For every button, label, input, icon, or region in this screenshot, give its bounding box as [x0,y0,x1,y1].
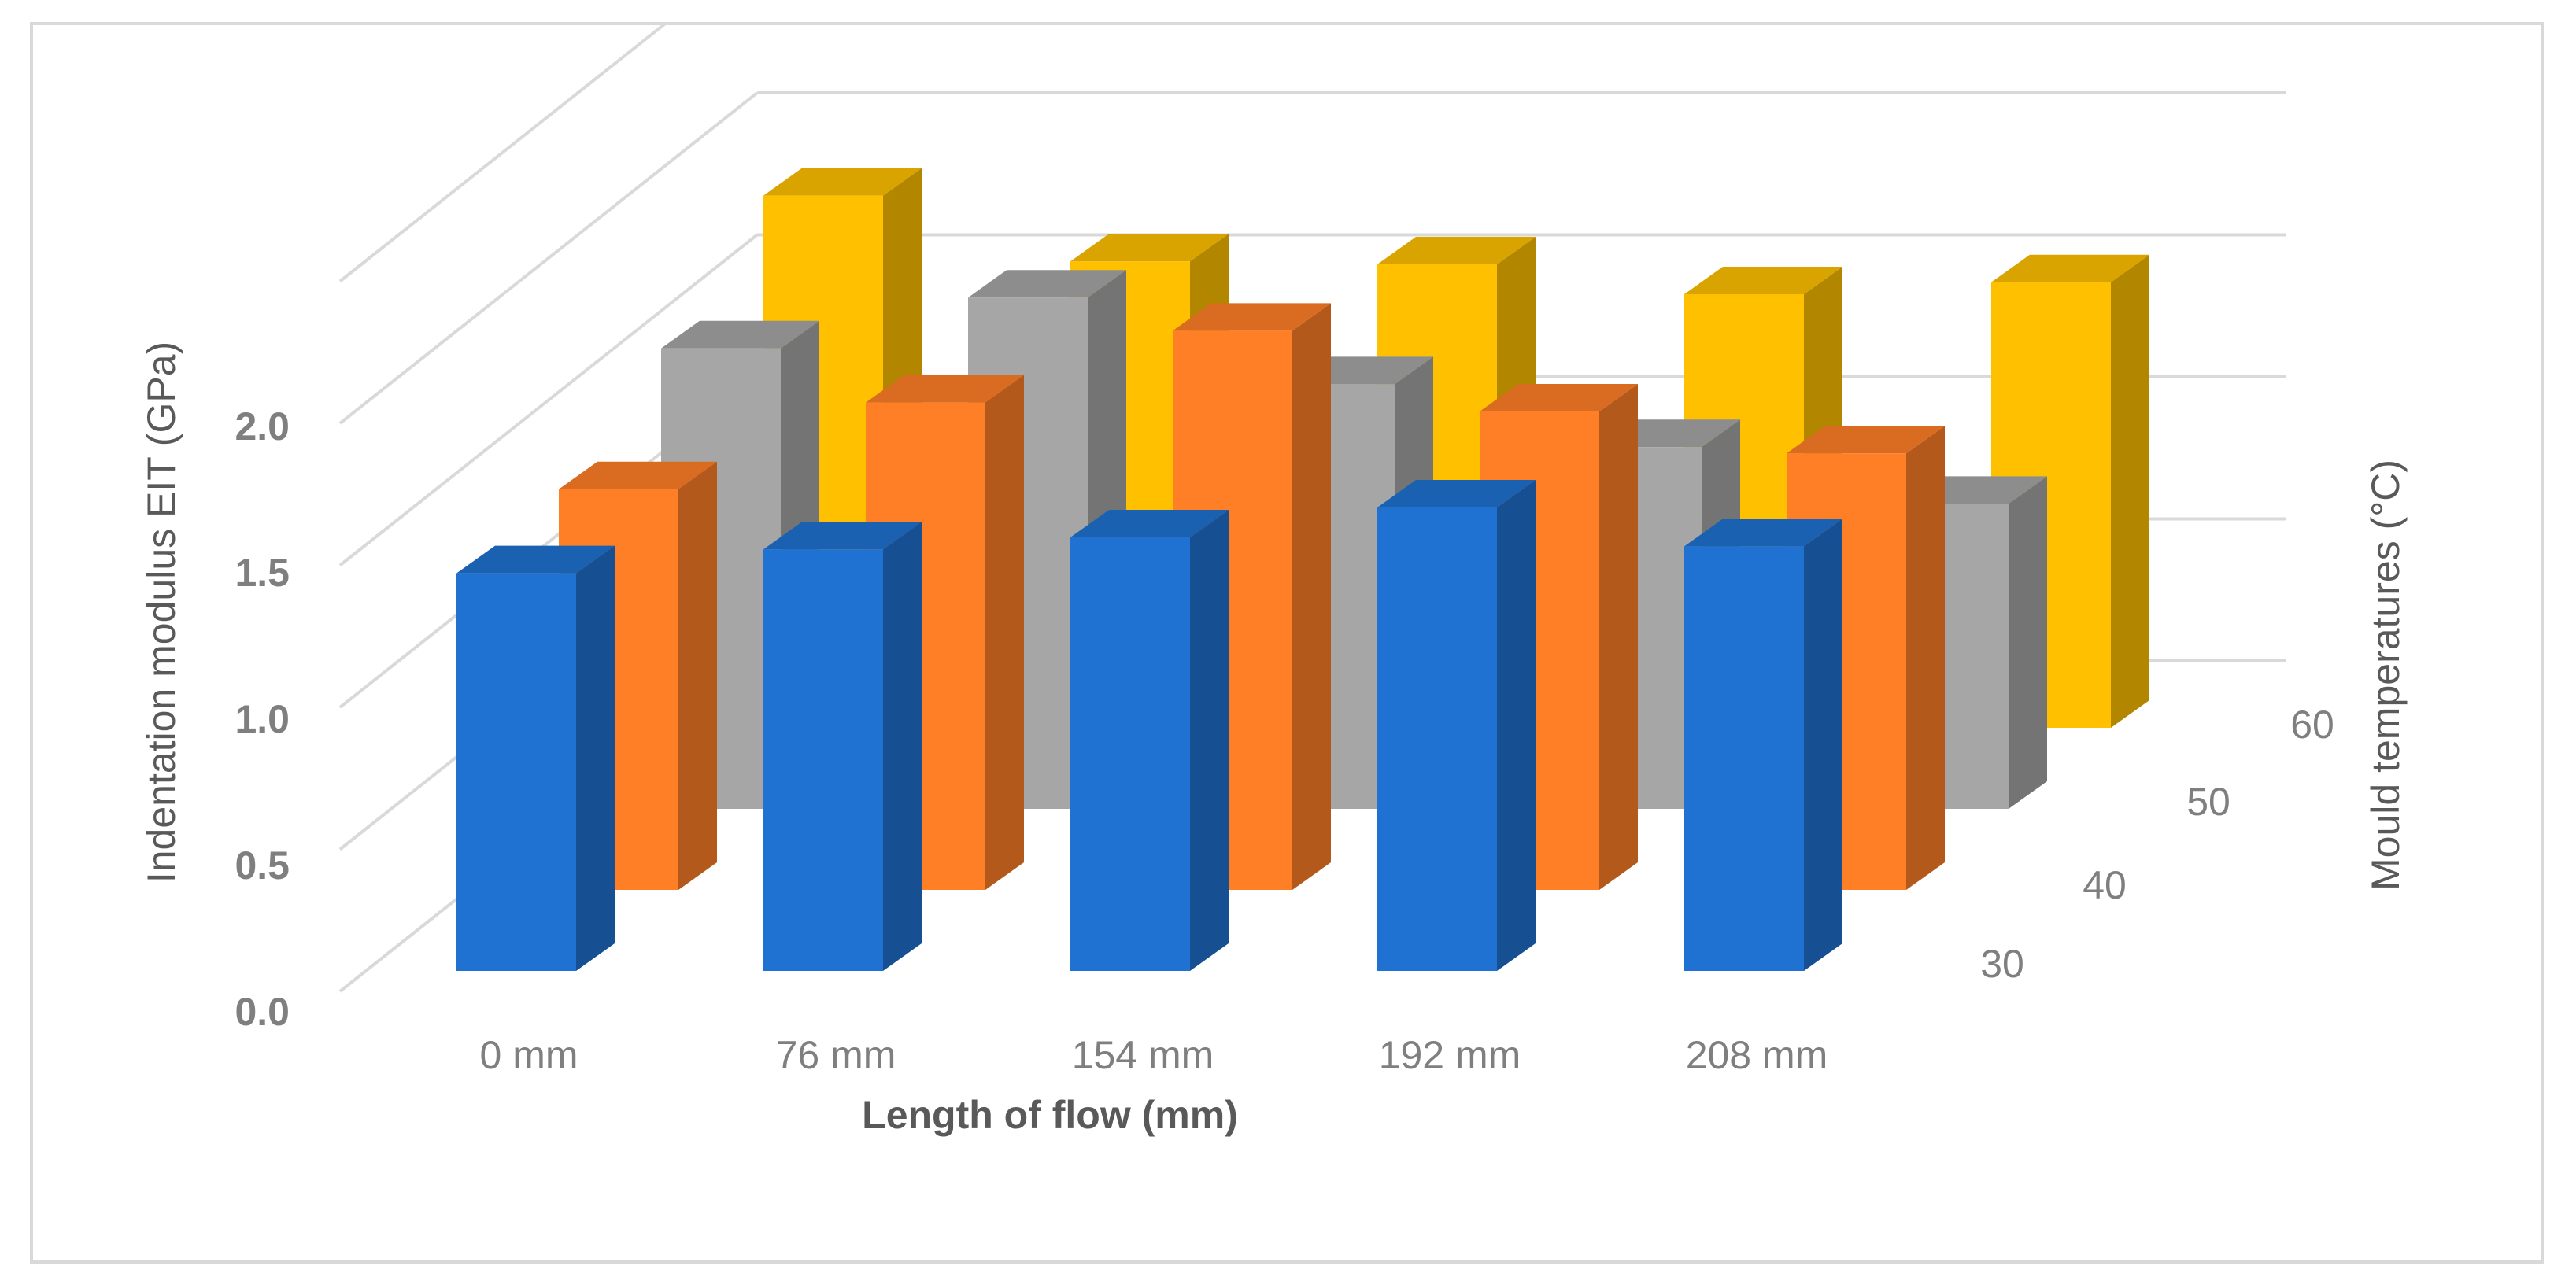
bar-front [456,573,576,971]
bar-front [1377,507,1497,971]
bar-top [1787,426,1945,454]
bar-top [1377,480,1536,507]
bars [456,168,2149,971]
depth-axis-ticks: 30 40 50 60 [1980,703,2334,986]
y-axis-title: Indentation modulus EIT (GPa) [139,341,183,883]
bar-top [1684,519,1842,547]
chart-area: 0.0 0.5 1.0 1.5 2.0 0 mm 76 mm 154 mm 192 mm 208… [139,25,2408,1137]
series-30 [456,480,1842,971]
y-tick-2.0: 2.0 [235,404,290,448]
bar-side [1497,480,1536,971]
bar-top [763,522,922,550]
bar-front [1684,546,1804,971]
bar-top [456,545,615,574]
y-tick-0.5: 0.5 [235,843,290,888]
x-axis-title: Length of flow (mm) [862,1093,1238,1137]
x-tick-0mm: 0 mm [480,1033,578,1077]
y-tick-0.0: 0.0 [235,990,290,1034]
x-tick-76mm: 76 mm [776,1033,896,1077]
bar-side [2009,476,2047,809]
bar-top [1377,237,1536,264]
bar-top [559,461,717,489]
depth-tick-40: 40 [2083,863,2127,907]
bar-top [763,168,922,196]
bar-side [1190,510,1229,971]
y-tick-1.0: 1.0 [235,697,290,741]
bar-30-76mm [763,522,922,971]
bar-side [1599,384,1638,890]
x-tick-208mm: 208 mm [1686,1033,1828,1077]
x-tick-154mm: 154 mm [1072,1033,1214,1077]
bar-side [678,461,717,890]
depth-tick-60: 60 [2290,703,2334,747]
bar-top [1070,234,1229,262]
bar-front [763,549,883,971]
bar-side [985,375,1024,891]
bar-side [1906,426,1945,890]
bar-top [1480,384,1638,411]
bar-top [1173,303,1331,331]
bar-30-0mm [456,545,615,971]
depth-tick-30: 30 [1980,942,2024,986]
gridline-side-4 [338,91,759,425]
bar-top [1070,510,1229,537]
x-tick-192mm: 192 mm [1379,1033,1521,1077]
bar-top [661,320,819,349]
bar-front [1070,537,1190,971]
depth-axis-title: Mould temperatures (°C) [2363,459,2408,891]
depth-tick-50: 50 [2186,780,2230,824]
bar-top [1991,254,2149,282]
bar-top [1684,267,1842,294]
chart-frame: 0.0 0.5 1.0 1.5 2.0 0 mm 76 mm 154 mm 192 mm 208… [30,22,2544,1264]
bar-side [2111,254,2149,728]
bar-side [1292,303,1331,890]
y-axis-ticks: 0.0 0.5 1.0 1.5 2.0 [235,404,290,1034]
bar-30-154mm [1070,510,1229,971]
bar-30-208mm [1684,519,1842,971]
bar-side [1804,519,1842,971]
gridline-side-3 [338,233,759,567]
gridline-side-5 [338,25,666,283]
bar-side [883,522,922,971]
y-tick-1.5: 1.5 [235,551,290,595]
bar-top [866,375,1024,403]
bar-side [576,545,615,971]
bar-30-192mm [1377,480,1536,971]
bar-top [968,270,1126,298]
x-axis-ticks: 0 mm 76 mm 154 mm 192 mm 208 mm [480,1033,1828,1077]
